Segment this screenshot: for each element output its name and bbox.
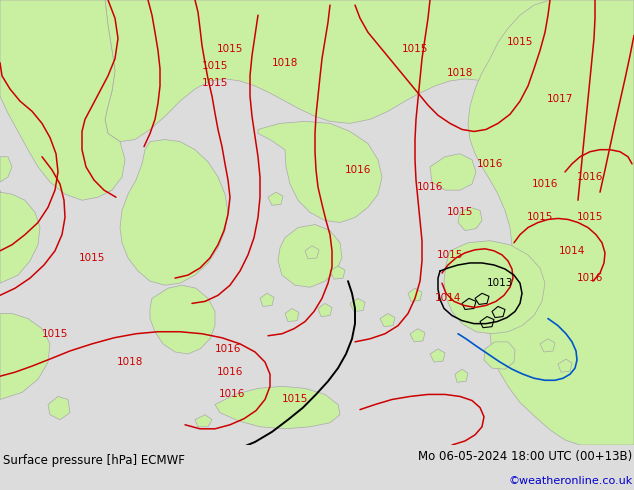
Text: 1013: 1013 bbox=[487, 278, 513, 288]
Text: 1014: 1014 bbox=[435, 294, 461, 303]
Polygon shape bbox=[260, 294, 274, 306]
Polygon shape bbox=[318, 303, 332, 317]
Polygon shape bbox=[268, 192, 283, 205]
Polygon shape bbox=[195, 415, 212, 427]
Polygon shape bbox=[150, 285, 215, 354]
Polygon shape bbox=[278, 224, 342, 287]
Text: 1016: 1016 bbox=[219, 390, 245, 399]
Text: 1014: 1014 bbox=[559, 246, 585, 256]
Polygon shape bbox=[350, 298, 365, 312]
Text: 1016: 1016 bbox=[477, 159, 503, 169]
Text: 1016: 1016 bbox=[345, 165, 371, 175]
Polygon shape bbox=[330, 266, 345, 279]
Text: 1015: 1015 bbox=[507, 37, 533, 48]
Polygon shape bbox=[105, 0, 634, 142]
Polygon shape bbox=[48, 396, 70, 420]
Polygon shape bbox=[540, 339, 555, 352]
Polygon shape bbox=[0, 0, 125, 200]
Text: 1015: 1015 bbox=[402, 44, 428, 53]
Polygon shape bbox=[0, 157, 12, 182]
Text: 1017: 1017 bbox=[547, 94, 573, 104]
Text: 1016: 1016 bbox=[577, 273, 603, 283]
Text: 1018: 1018 bbox=[447, 68, 473, 78]
Text: 1015: 1015 bbox=[202, 61, 228, 71]
Polygon shape bbox=[258, 122, 382, 222]
Polygon shape bbox=[484, 342, 515, 369]
Polygon shape bbox=[430, 154, 476, 190]
Text: 1015: 1015 bbox=[79, 253, 105, 263]
Text: ©weatheronline.co.uk: ©weatheronline.co.uk bbox=[508, 476, 633, 486]
Polygon shape bbox=[455, 369, 468, 382]
Text: 1016: 1016 bbox=[215, 344, 241, 354]
Polygon shape bbox=[215, 386, 340, 429]
Polygon shape bbox=[558, 359, 572, 372]
Text: 1015: 1015 bbox=[527, 213, 553, 222]
Polygon shape bbox=[468, 0, 634, 445]
Text: 1016: 1016 bbox=[217, 367, 243, 377]
Polygon shape bbox=[410, 329, 425, 342]
Text: 1015: 1015 bbox=[217, 44, 243, 53]
Polygon shape bbox=[466, 253, 490, 273]
Text: Surface pressure [hPa] ECMWF: Surface pressure [hPa] ECMWF bbox=[3, 454, 185, 467]
Text: 1015: 1015 bbox=[437, 250, 463, 260]
Text: 1018: 1018 bbox=[272, 58, 298, 68]
Polygon shape bbox=[380, 314, 395, 327]
Polygon shape bbox=[408, 288, 422, 301]
Polygon shape bbox=[285, 309, 299, 321]
Polygon shape bbox=[0, 190, 40, 283]
Polygon shape bbox=[444, 241, 545, 334]
Text: 1015: 1015 bbox=[577, 213, 603, 222]
Text: 1016: 1016 bbox=[532, 179, 558, 189]
Text: Mo 06-05-2024 18:00 UTC (00+13B): Mo 06-05-2024 18:00 UTC (00+13B) bbox=[418, 450, 633, 463]
Text: 1015: 1015 bbox=[281, 394, 308, 404]
Polygon shape bbox=[0, 314, 50, 399]
Polygon shape bbox=[305, 246, 319, 259]
Text: 1016: 1016 bbox=[577, 172, 603, 182]
Text: 1015: 1015 bbox=[42, 329, 68, 339]
Text: 1016: 1016 bbox=[417, 182, 443, 192]
Text: 1015: 1015 bbox=[447, 207, 473, 218]
Text: 1018: 1018 bbox=[117, 357, 143, 367]
Polygon shape bbox=[458, 207, 482, 231]
Text: 1015: 1015 bbox=[202, 78, 228, 88]
Polygon shape bbox=[120, 140, 228, 285]
Polygon shape bbox=[430, 349, 445, 362]
